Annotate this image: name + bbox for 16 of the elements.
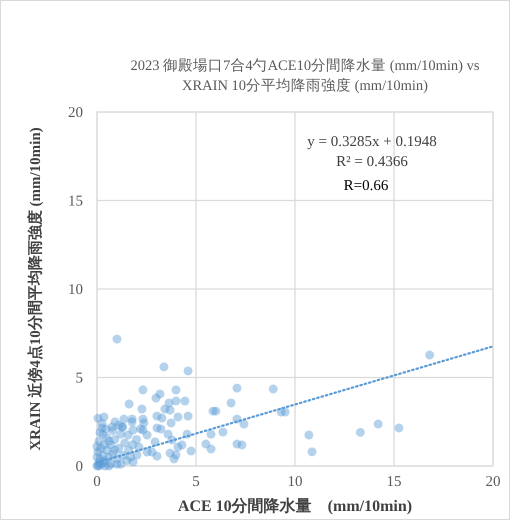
x-tick-label: 5 [192, 474, 200, 490]
x-tick-label: 10 [288, 474, 302, 490]
x-tick-label: 20 [486, 474, 500, 490]
x-tick-label: 15 [386, 474, 402, 490]
y-tick-label: 0 [76, 459, 83, 475]
x-tick-label: 0 [93, 474, 101, 490]
y-tick-label: 15 [68, 194, 83, 210]
chart-title: 2023 御殿場口7合4勺ACE10分間降水量 (mm/10min) vs XRAIN 10分平均降雨強度 (mm/10min) [130, 57, 480, 94]
y-tick-label: 10 [68, 282, 83, 298]
y-tick-label: 20 [68, 105, 83, 121]
annotation: R² = 0.4366 [336, 154, 408, 170]
annotation: R=0.66 [344, 178, 389, 194]
annotation: y = 0.3285x + 0.1948 [307, 134, 437, 150]
y-axis-title: XRAIN 近傍4点10分間平均降雨強度 (mm/10min) [26, 127, 44, 451]
x-axis-title: ACE 10分間降水量 (mm/10min) [178, 497, 412, 515]
y-tick-label: 5 [76, 370, 83, 386]
